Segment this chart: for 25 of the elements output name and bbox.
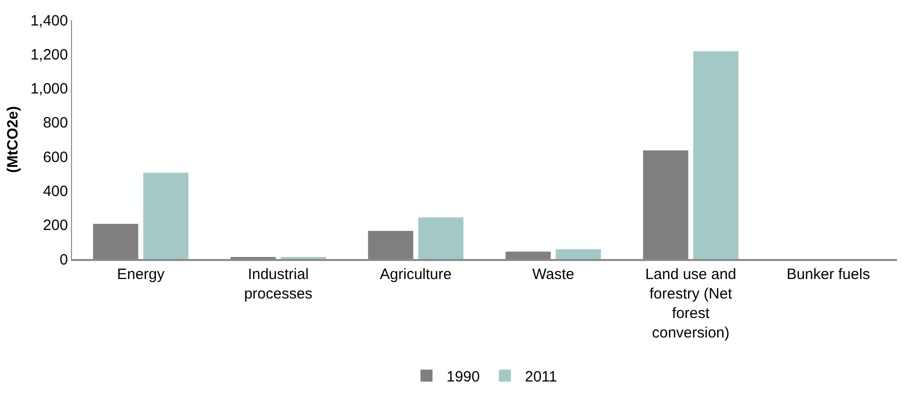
y-tick-label: 200	[42, 217, 68, 234]
x-tick-label: Energy	[116, 266, 166, 283]
bar	[93, 224, 138, 259]
x-tick-label: Waste	[532, 266, 574, 283]
y-tick-label: 1,200	[30, 46, 68, 64]
legend-label: 2011	[524, 368, 558, 386]
bar	[556, 249, 601, 259]
bar	[693, 51, 738, 259]
bar	[506, 252, 551, 259]
x-tick-label: Agriculture	[380, 266, 452, 283]
y-tick-label: 400	[42, 182, 68, 200]
y-tick-label: 800	[42, 114, 68, 132]
y-axis-title: (MtCO2e)	[4, 106, 22, 173]
bar	[368, 230, 414, 259]
bar	[143, 172, 188, 259]
x-tick-label: Bunker fuels	[786, 266, 870, 283]
bar	[418, 217, 464, 259]
y-tick-label: 1,000	[30, 80, 68, 98]
y-tick-label: 1,400	[30, 12, 68, 30]
x-tick-label: Land use and forestry (Net forest conversion)	[645, 266, 736, 342]
y-tick-label: 600	[42, 148, 68, 166]
bar	[643, 150, 688, 259]
y-tick-label: 0	[60, 251, 68, 268]
x-tick-label: Industrial processes	[244, 266, 312, 302]
legend-label: 1990	[446, 368, 480, 386]
